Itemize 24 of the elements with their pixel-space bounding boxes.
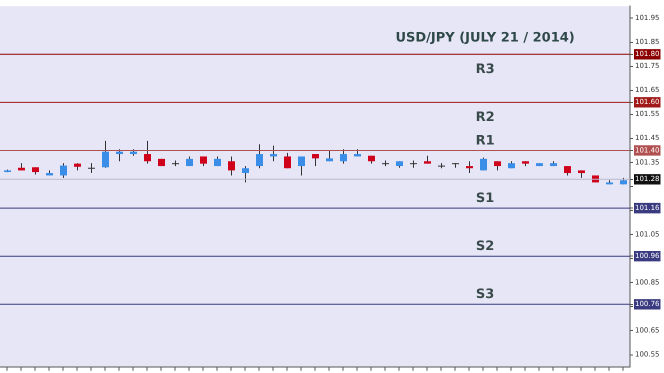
candlestick <box>88 162 95 174</box>
candlestick <box>340 148 347 164</box>
candlestick <box>284 152 291 169</box>
ref-line-label: S2 <box>476 239 494 254</box>
candlestick <box>116 148 123 162</box>
candlestick <box>270 145 277 162</box>
candlestick <box>144 140 151 164</box>
ref-line-label: R3 <box>476 62 495 78</box>
candlestick <box>326 150 333 162</box>
text: USD/JPY (JULY 21 / 2014) <box>395 30 575 46</box>
candlestick <box>312 154 319 167</box>
ref-line-label: S1 <box>476 191 494 206</box>
candlestick <box>466 160 473 174</box>
candlestick <box>298 156 305 176</box>
candlestick <box>480 157 487 171</box>
candlestick <box>228 156 235 176</box>
candlestick <box>564 166 571 176</box>
candlestick <box>242 166 249 183</box>
candlestick <box>102 140 109 168</box>
ref-line-label: R1 <box>476 133 495 148</box>
candlestick <box>256 144 263 169</box>
ref-line-label: S3 <box>476 287 494 302</box>
ref-line-label: R2 <box>476 110 495 126</box>
candlestick <box>60 162 67 178</box>
